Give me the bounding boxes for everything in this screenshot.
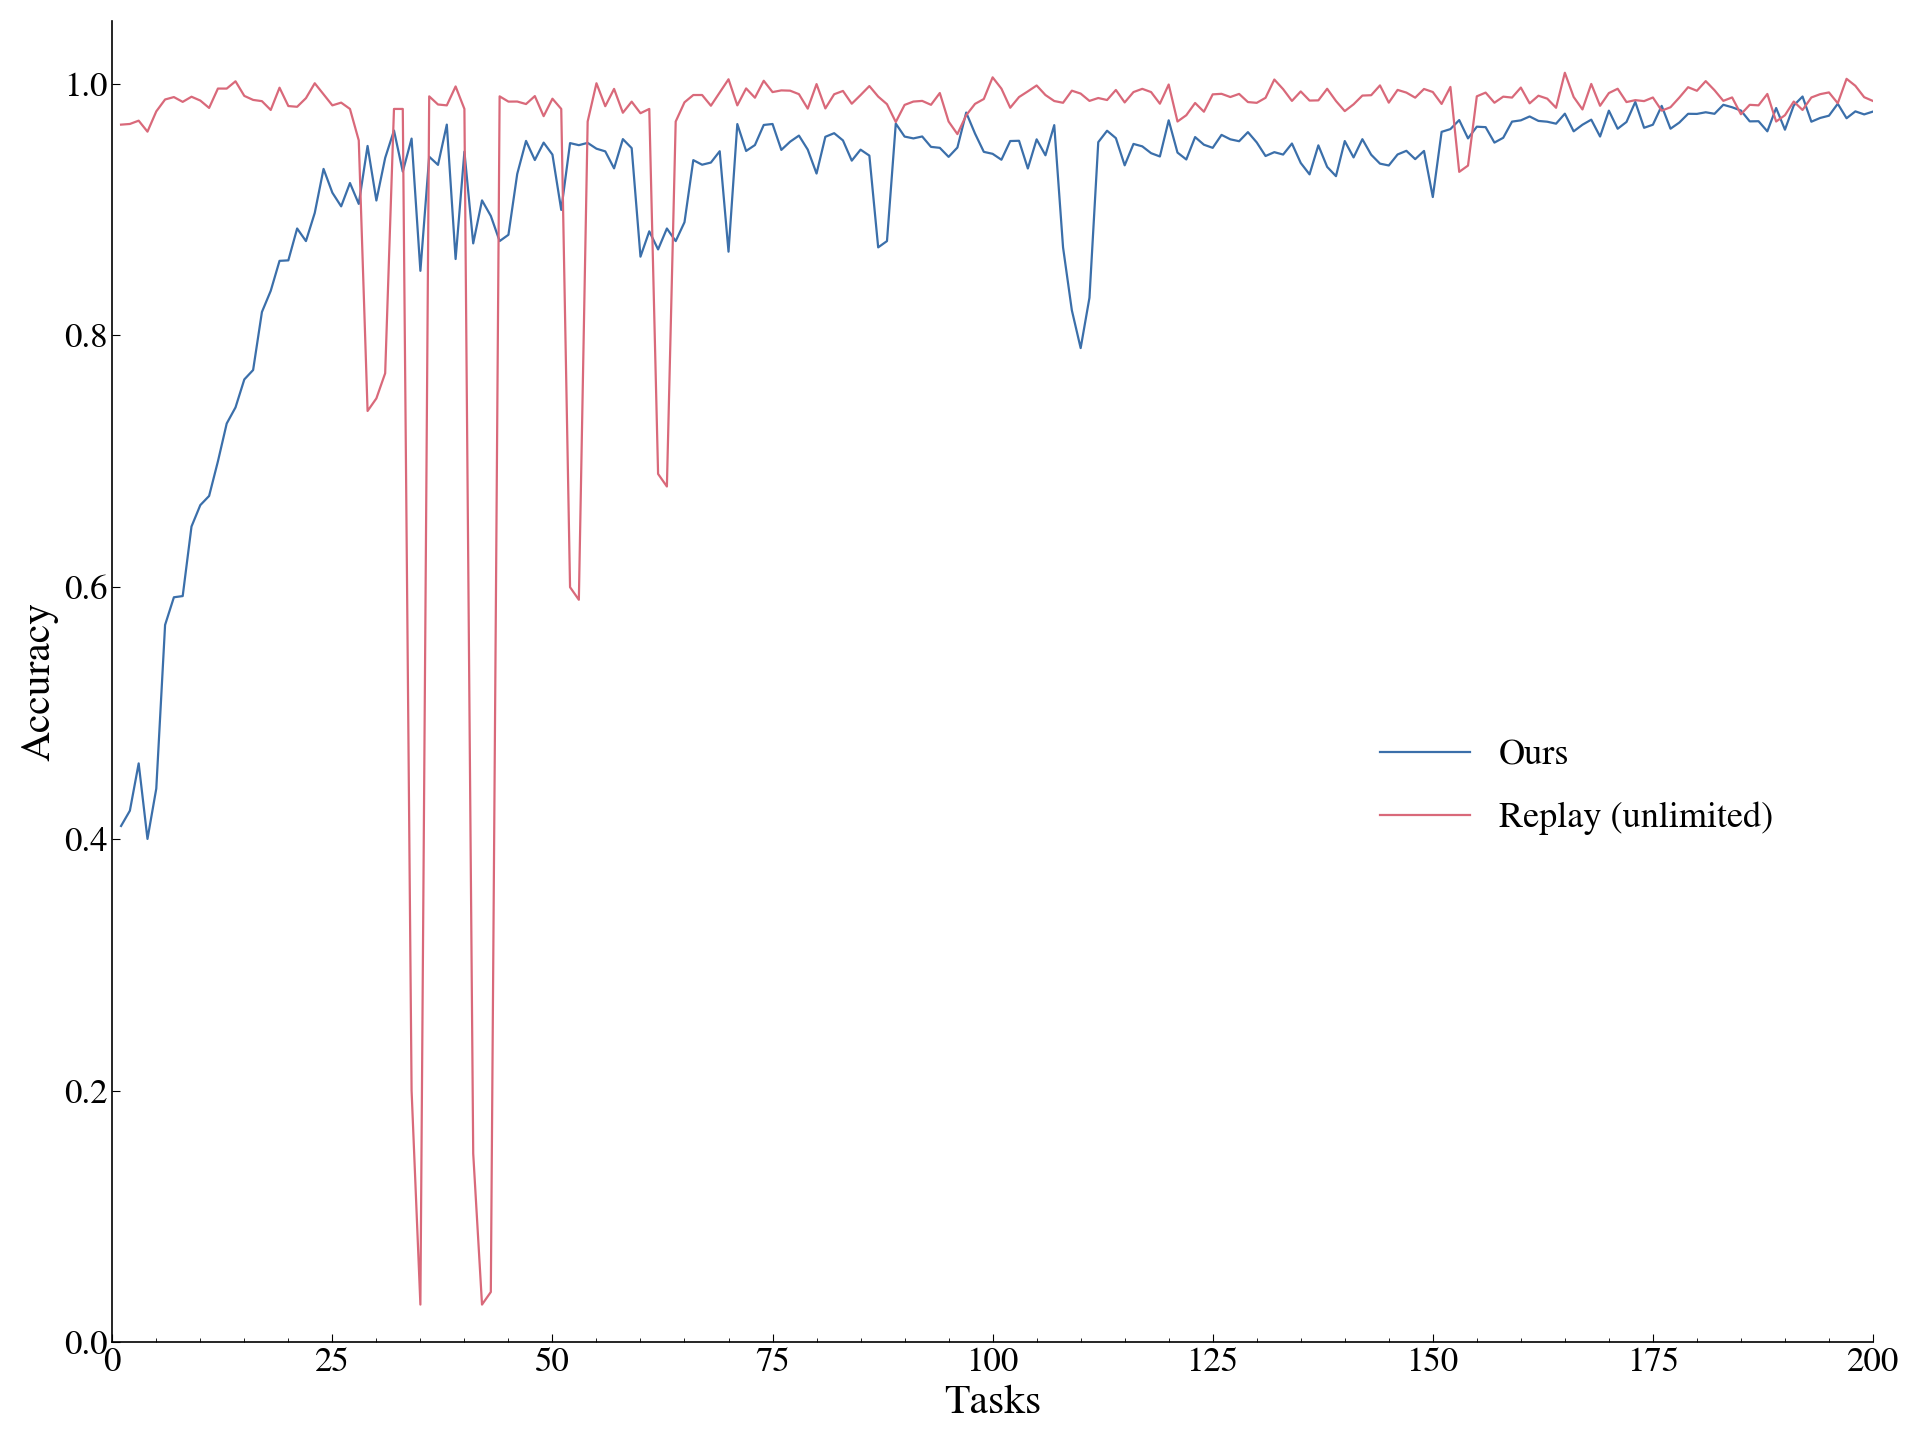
Ours [136, 830, 159, 847]
Replay (unlimited) [586, 75, 609, 92]
Ours [1782, 97, 1805, 114]
Replay (unlimited) [215, 79, 238, 97]
Ours [225, 398, 248, 416]
Replay (unlimited) [109, 115, 132, 133]
Ours [1791, 88, 1814, 105]
Legend: Ours, Replay (unlimited): Ours, Replay (unlimited) [1352, 710, 1803, 864]
Y-axis label: Accuracy: Accuracy [21, 602, 58, 760]
Replay (unlimited) [409, 1296, 432, 1313]
Ours [444, 251, 467, 268]
Replay (unlimited) [1553, 63, 1576, 81]
Ours [1862, 102, 1885, 120]
Line: Ours: Ours [121, 97, 1874, 838]
X-axis label: Tasks: Tasks [945, 1385, 1041, 1423]
Ours [1720, 98, 1743, 115]
Ours [586, 140, 609, 157]
Replay (unlimited) [1730, 105, 1753, 123]
Ours [188, 496, 211, 514]
Replay (unlimited) [180, 88, 204, 105]
Ours [109, 817, 132, 834]
Replay (unlimited) [444, 78, 467, 95]
Replay (unlimited) [1791, 101, 1814, 118]
Line: Replay (unlimited): Replay (unlimited) [121, 72, 1874, 1304]
Replay (unlimited) [1862, 92, 1885, 110]
